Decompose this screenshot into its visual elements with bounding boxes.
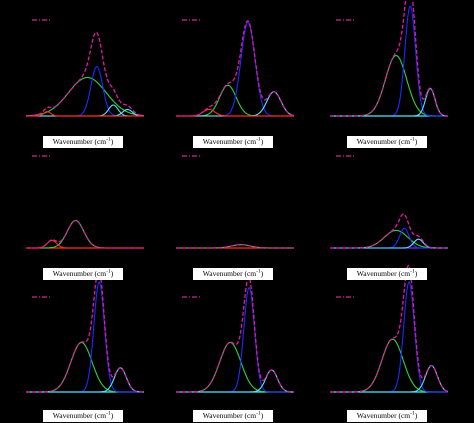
x-axis-label-close: ) (414, 269, 418, 278)
x-axis-label: Wavenumber (cm-1) (193, 410, 273, 422)
spectrum-panel-5 (176, 155, 294, 249)
x-axis-label-close: ) (110, 137, 114, 146)
spectrum-panel-2 (176, 19, 295, 117)
x-axis-label-sup: -1 (410, 410, 415, 417)
peak-green-1 (330, 54, 448, 117)
peak-green-1 (26, 341, 144, 393)
x-axis-label-sup: -1 (256, 410, 261, 417)
fit-envelope (26, 31, 145, 117)
x-axis-label-text: Wavenumber (cm (52, 269, 107, 278)
x-axis-label-close: ) (260, 269, 264, 278)
x-axis-label-close: ) (110, 411, 114, 420)
x-axis-label: Wavenumber (cm-1) (347, 136, 427, 148)
fit-envelope (330, 213, 448, 249)
peak-red-2 (26, 239, 144, 249)
peak-cyan-3 (330, 87, 448, 117)
peak-blue-2 (26, 65, 144, 117)
fit-envelope (176, 244, 294, 249)
fit-envelope (26, 219, 144, 249)
peak-blue-2 (330, 5, 448, 117)
spectrum-panel-6 (330, 155, 448, 249)
x-axis-label-text: Wavenumber (cm (202, 411, 257, 420)
x-axis-label-sup: -1 (410, 136, 415, 143)
peak-blue-2 (330, 281, 448, 393)
x-axis-label: Wavenumber (cm-1) (347, 410, 427, 422)
fit-envelope (176, 275, 294, 393)
peak-blue-2 (330, 227, 448, 249)
x-axis-label-text: Wavenumber (cm (52, 411, 107, 420)
x-axis-label-sup: -1 (410, 268, 415, 275)
x-axis-label-text: Wavenumber (cm (202, 137, 257, 146)
x-axis-label-sup: -1 (106, 410, 111, 417)
spectrum-panel-7 (26, 268, 144, 393)
x-axis-label-text: Wavenumber (cm (52, 137, 107, 146)
x-axis-label-close: ) (260, 137, 264, 146)
peak-red-4 (176, 108, 294, 117)
fit-envelope (330, 264, 449, 393)
x-axis-label-text: Wavenumber (cm (202, 269, 257, 278)
x-axis-label-sup: -1 (256, 268, 261, 275)
peak-cyan-3 (330, 365, 449, 393)
x-axis-label-text: Wavenumber (cm (356, 269, 411, 278)
x-axis-label-sup: -1 (106, 136, 111, 143)
spectrum-panel-1 (26, 19, 145, 117)
x-axis-label-sup: -1 (106, 268, 111, 275)
peak-cyan-3 (330, 238, 448, 249)
x-axis-label-close: ) (110, 269, 114, 278)
spectrum-panel-4 (26, 155, 144, 249)
x-axis-label: Wavenumber (cm-1) (193, 136, 273, 148)
fit-envelope (176, 20, 295, 117)
peak-green-1 (176, 341, 294, 393)
x-axis-label: Wavenumber (cm-1) (43, 268, 123, 280)
x-axis-label: Wavenumber (cm-1) (43, 410, 123, 422)
x-axis-label-close: ) (260, 411, 264, 420)
spectrum-panel-3 (330, 0, 448, 117)
x-axis-label: Wavenumber (cm-1) (193, 268, 273, 280)
spectrum-panel-8 (176, 275, 294, 393)
x-axis-label: Wavenumber (cm-1) (347, 268, 427, 280)
peak-red-5 (26, 111, 144, 117)
x-axis-label-close: ) (414, 137, 418, 146)
fit-envelope (26, 268, 144, 393)
x-axis-label-text: Wavenumber (cm (356, 137, 411, 146)
x-axis-label-text: Wavenumber (cm (356, 411, 411, 420)
spectrum-panel-9 (330, 264, 449, 393)
x-axis-label-close: ) (414, 411, 418, 420)
fit-envelope (330, 0, 448, 117)
x-axis-label: Wavenumber (cm-1) (43, 136, 123, 148)
x-axis-label-sup: -1 (256, 136, 261, 143)
peak-blue-2 (176, 22, 294, 117)
